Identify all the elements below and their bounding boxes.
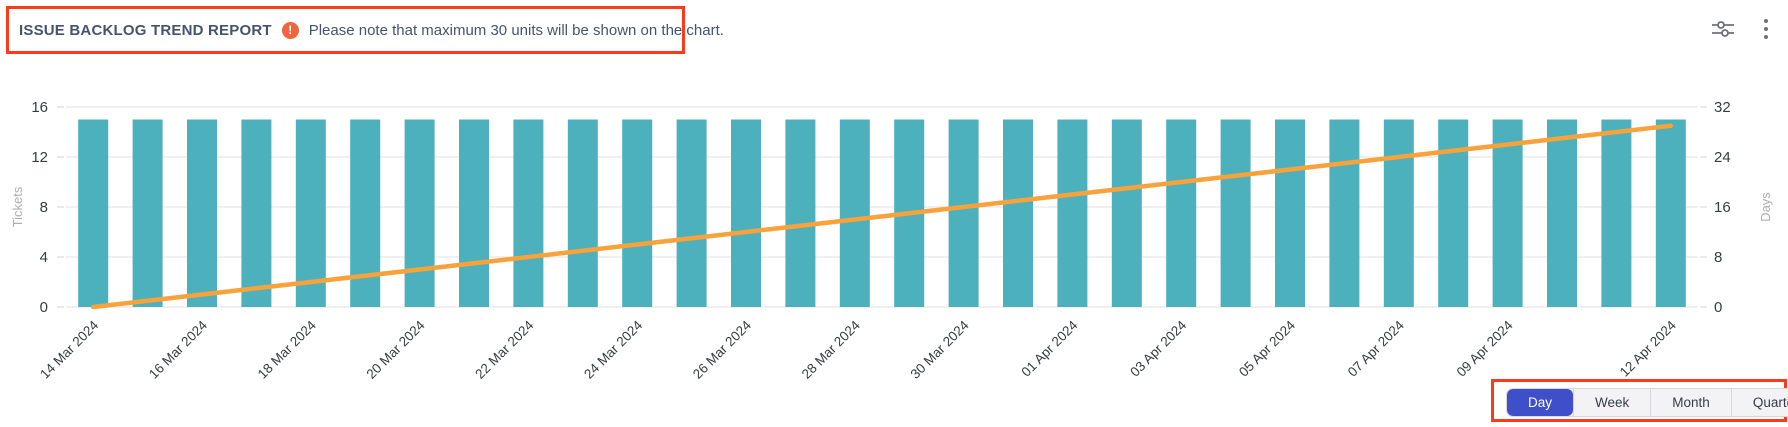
x-tick-label: 01 Apr 2024: [1018, 317, 1080, 379]
bar-14 Mar 2024: [78, 119, 109, 307]
x-tick-label: 09 Apr 2024: [1454, 317, 1516, 379]
x-tick-label: 28 Mar 2024: [799, 317, 864, 382]
bar-20 Mar 2024: [404, 119, 435, 307]
period-month-button[interactable]: Month: [1650, 389, 1731, 416]
bar-15 Mar 2024: [132, 119, 163, 307]
bar-10 Apr 2024: [1547, 119, 1577, 307]
bar-24 Mar 2024: [622, 119, 653, 307]
alert-circle-icon: !: [281, 21, 299, 39]
x-tick-label: 14 Mar 2024: [37, 317, 102, 382]
y-right-tick-label: 32: [1714, 99, 1731, 116]
x-tick-label: 16 Mar 2024: [146, 317, 211, 382]
period-day-button[interactable]: Day: [1507, 389, 1574, 416]
bar-04 Apr 2024: [1220, 119, 1251, 307]
bar-07 Apr 2024: [1383, 119, 1414, 307]
y-right-tick-label: 8: [1714, 249, 1722, 266]
x-tick-label: 07 Apr 2024: [1345, 317, 1407, 379]
bar-11 Apr 2024: [1601, 119, 1632, 307]
y-right-tick-label: 16: [1714, 199, 1731, 216]
y-left-tick-label: 16: [31, 99, 48, 116]
y-left-axis-title: Tickets: [10, 186, 25, 227]
kebab-menu-icon[interactable]: [1758, 17, 1774, 41]
bar-26 Mar 2024: [731, 119, 761, 307]
bar-09 Apr 2024: [1492, 119, 1523, 307]
bar-22 Mar 2024: [513, 119, 544, 307]
x-tick-label: 18 Mar 2024: [255, 317, 320, 382]
bar-18 Mar 2024: [295, 119, 326, 307]
y-right-tick-label: 0: [1714, 299, 1722, 316]
x-tick-label: 26 Mar 2024: [690, 317, 755, 382]
bar-25 Mar 2024: [676, 119, 707, 307]
y-left-tick-label: 4: [40, 249, 48, 266]
y-left-tick-label: 8: [40, 199, 48, 216]
annotation-box-title: ISSUE BACKLOG TREND REPORT ! Please note…: [6, 6, 724, 54]
trend-line: [90, 123, 1674, 310]
period-switcher: Day Week Month Quarter: [1506, 388, 1788, 417]
y-left-tick-label: 12: [31, 149, 48, 166]
x-tick-label: 03 Apr 2024: [1127, 317, 1189, 379]
bar-27 Mar 2024: [785, 119, 816, 307]
y-left-tick-label: 0: [40, 299, 48, 316]
x-tick-label: 12 Apr 2024: [1617, 317, 1679, 379]
period-quarter-button[interactable]: Quarter: [1730, 389, 1788, 416]
y-right-axis-title: Days: [1758, 192, 1773, 222]
bar-05 Apr 2024: [1275, 119, 1305, 307]
period-week-button[interactable]: Week: [1573, 389, 1650, 416]
chart-toolbar: [1710, 16, 1774, 42]
bar-17 Mar 2024: [241, 119, 272, 307]
bar-01 Apr 2024: [1057, 119, 1088, 307]
chart-limit-note: Please note that maximum 30 units will b…: [308, 21, 724, 39]
filter-sliders-icon[interactable]: [1710, 16, 1736, 42]
y-right-tick-label: 24: [1714, 149, 1731, 166]
bar-21 Mar 2024: [459, 119, 489, 307]
bar-02 Apr 2024: [1111, 119, 1142, 307]
bar-23 Mar 2024: [567, 119, 598, 307]
bar-12 Apr 2024: [1655, 119, 1686, 307]
page-title: ISSUE BACKLOG TREND REPORT: [19, 21, 272, 39]
x-tick-label: 05 Apr 2024: [1236, 317, 1298, 379]
x-tick-label: 24 Mar 2024: [581, 317, 646, 382]
bar-03 Apr 2024: [1166, 119, 1197, 307]
bar-30 Mar 2024: [948, 119, 979, 307]
bar-16 Mar 2024: [187, 119, 217, 307]
x-tick-label: 20 Mar 2024: [364, 317, 429, 382]
x-tick-label: 30 Mar 2024: [908, 317, 973, 382]
bar-28 Mar 2024: [839, 119, 870, 307]
bar-06 Apr 2024: [1329, 119, 1360, 307]
x-tick-label: 22 Mar 2024: [472, 317, 537, 382]
bar-31 Mar 2024: [1003, 119, 1033, 307]
